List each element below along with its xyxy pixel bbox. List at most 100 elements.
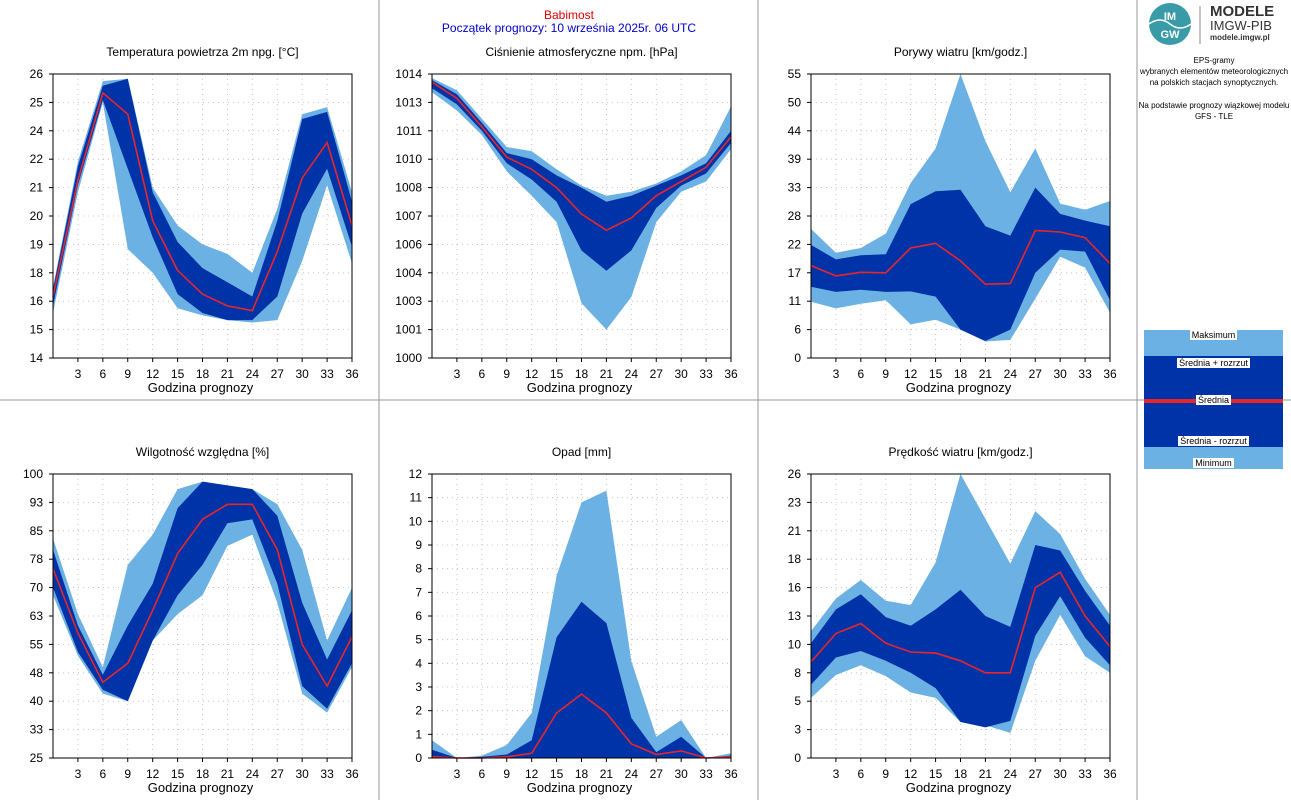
y-tick-label: 26 xyxy=(30,67,44,81)
x-tick-label: 9 xyxy=(124,767,131,781)
y-tick-label: 21 xyxy=(30,181,44,195)
y-tick-label: 28 xyxy=(788,209,802,223)
y-tick-label: 44 xyxy=(788,124,802,138)
spread-band xyxy=(53,78,352,321)
y-tick-label: 1008 xyxy=(395,181,422,195)
chart-title-gusts: Porywy wiatru [km/godz.] xyxy=(893,45,1028,59)
x-tick-label: 21 xyxy=(979,367,993,381)
x-tick-label: 24 xyxy=(1004,367,1018,381)
x-tick-label: 15 xyxy=(550,367,564,381)
y-tick-label: 1006 xyxy=(395,237,422,251)
x-tick-label: 27 xyxy=(650,767,664,781)
x-tick-label: 12 xyxy=(146,367,160,381)
spread-band xyxy=(53,481,352,709)
brand-text[interactable]: MODELE IMGW-PIB modele.imgw.pl xyxy=(1210,4,1274,42)
x-tick-label: 33 xyxy=(699,767,713,781)
y-tick-label: 1010 xyxy=(395,152,422,166)
y-tick-label: 14 xyxy=(30,351,44,365)
legend-min: Minimum xyxy=(1193,458,1234,468)
brand-line2: IMGW-PIB xyxy=(1210,18,1272,33)
y-tick-label: 10 xyxy=(409,514,423,528)
legend-mean-minus: Średnia - rozrzut xyxy=(1178,436,1249,446)
y-tick-label: 5 xyxy=(415,633,422,647)
y-tick-label: 16 xyxy=(30,294,44,308)
y-tick-label: 15 xyxy=(30,323,44,337)
imgw-logo[interactable]: IM GW xyxy=(1140,0,1291,50)
y-tick-label: 33 xyxy=(788,181,802,195)
x-tick-label: 33 xyxy=(320,767,334,781)
x-tick-label: 21 xyxy=(600,367,614,381)
chart-title-temperature: Temperatura powietrza 2m npg. [°C] xyxy=(106,45,299,59)
x-tick-label: 3 xyxy=(454,767,461,781)
x-tick-label: 24 xyxy=(246,367,260,381)
x-axis-label: Godzina prognozy xyxy=(148,380,254,395)
y-tick-label: 40 xyxy=(30,694,44,708)
y-tick-label: 50 xyxy=(788,95,802,109)
x-tick-label: 24 xyxy=(625,367,639,381)
spread-band xyxy=(432,80,731,271)
x-tick-label: 9 xyxy=(882,767,889,781)
y-tick-label: 1007 xyxy=(395,209,422,223)
x-tick-label: 27 xyxy=(1029,367,1043,381)
y-tick-label: 55 xyxy=(30,637,44,651)
y-tick-label: 13 xyxy=(788,609,802,623)
x-tick-label: 27 xyxy=(1029,767,1043,781)
x-axis-label: Godzina prognozy xyxy=(906,380,1012,395)
x-tick-label: 30 xyxy=(295,367,309,381)
svg-text:GW: GW xyxy=(1161,29,1181,41)
x-tick-label: 18 xyxy=(954,367,968,381)
y-tick-label: 18 xyxy=(30,266,44,280)
chart-title-pressure: Ciśnienie atmosferyczne npm. [hPa] xyxy=(485,45,678,59)
x-tick-label: 30 xyxy=(1053,767,1067,781)
x-tick-label: 18 xyxy=(954,767,968,781)
x-tick-label: 6 xyxy=(99,367,106,381)
x-tick-label: 9 xyxy=(882,367,889,381)
y-tick-label: 85 xyxy=(30,524,44,538)
y-tick-label: 26 xyxy=(788,467,802,481)
y-tick-label: 5 xyxy=(794,694,801,708)
y-tick-label: 11 xyxy=(410,491,423,505)
legend-mean: Średnia xyxy=(1195,395,1232,405)
y-tick-label: 3 xyxy=(794,723,801,737)
y-tick-label: 21 xyxy=(788,524,802,538)
y-tick-label: 93 xyxy=(30,495,44,509)
x-tick-label: 30 xyxy=(295,767,309,781)
legend-mean-plus: Średnia + rozrzut xyxy=(1177,358,1250,368)
x-tick-label: 21 xyxy=(600,767,614,781)
y-tick-label: 1014 xyxy=(395,67,422,81)
x-tick-label: 12 xyxy=(525,767,539,781)
brand-url: modele.imgw.pl xyxy=(1210,33,1270,42)
x-tick-label: 36 xyxy=(345,367,359,381)
x-tick-label: 6 xyxy=(99,767,106,781)
y-tick-label: 63 xyxy=(30,609,44,623)
y-tick-label: 12 xyxy=(409,467,423,481)
y-tick-label: 7 xyxy=(415,585,422,599)
x-tick-label: 18 xyxy=(575,767,589,781)
side-info-line4: Na podstawie prognozy wiązkowej modelu xyxy=(1138,101,1290,110)
x-tick-label: 12 xyxy=(904,767,918,781)
chart-title-precip: Opad [mm] xyxy=(551,445,612,459)
x-tick-label: 15 xyxy=(929,767,943,781)
x-tick-label: 33 xyxy=(320,367,334,381)
x-tick-label: 27 xyxy=(271,767,285,781)
mean-line xyxy=(52,503,353,688)
y-tick-label: 39 xyxy=(788,152,802,166)
mean-line xyxy=(431,81,732,232)
side-info-line5: GFS - TLE xyxy=(1194,112,1234,121)
imgw-logo-icon: IM GW xyxy=(1148,3,1201,45)
x-tick-label: 21 xyxy=(221,767,235,781)
brand-line1: MODELE xyxy=(1210,3,1275,20)
y-tick-label: 1003 xyxy=(395,294,422,308)
x-axis-label: Godzina prognozy xyxy=(527,380,633,395)
y-tick-label: 19 xyxy=(30,237,44,251)
x-tick-label: 27 xyxy=(650,367,664,381)
mean-line xyxy=(810,571,1111,674)
y-tick-label: 6 xyxy=(415,609,422,623)
y-tick-label: 78 xyxy=(30,552,44,566)
y-tick-label: 24 xyxy=(30,124,44,138)
x-tick-label: 9 xyxy=(124,367,131,381)
y-tick-label: 0 xyxy=(415,751,422,765)
y-tick-label: 22 xyxy=(30,152,44,166)
